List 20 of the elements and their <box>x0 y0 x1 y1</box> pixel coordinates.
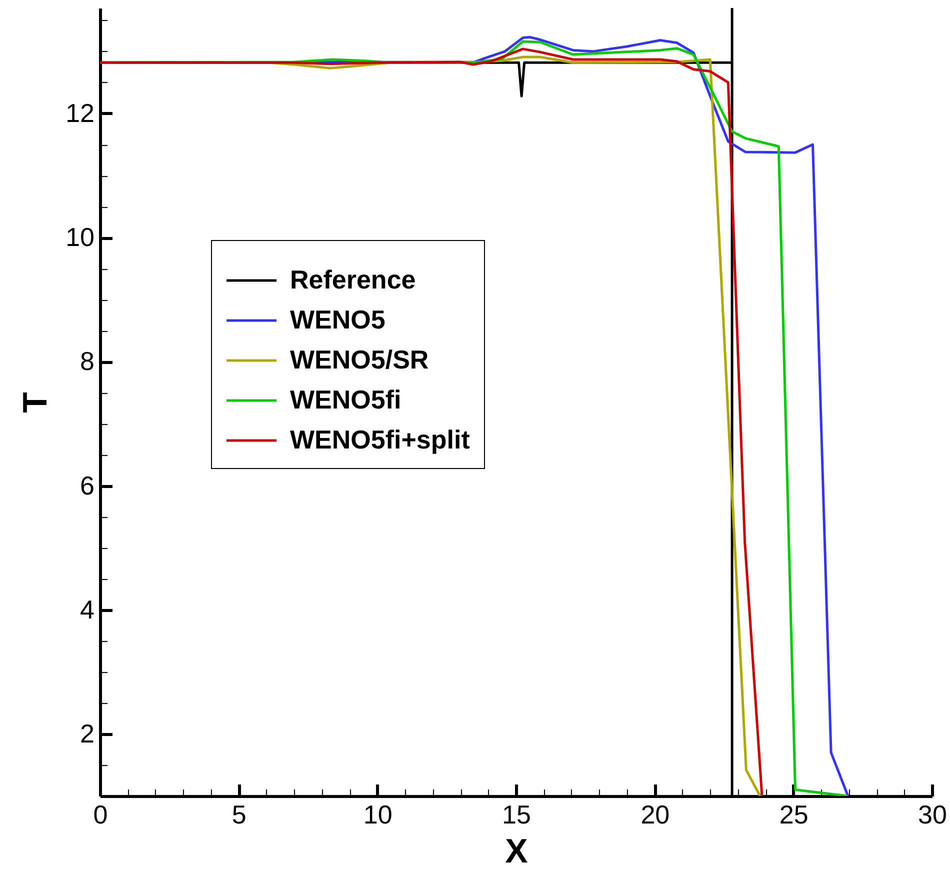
x-tick-label: 25 <box>779 800 808 830</box>
y-tick-label: 10 <box>66 222 94 252</box>
y-tick-label: 4 <box>80 594 94 624</box>
legend-label: WENO5fi <box>290 384 402 414</box>
x-tick-label: 10 <box>363 800 392 830</box>
legend-label: Reference <box>290 264 416 294</box>
legend-label: WENO5/SR <box>290 344 429 374</box>
legend-label: WENO5fi+split <box>290 424 470 454</box>
y-tick-label: 12 <box>66 98 94 128</box>
x-tick-label: 0 <box>93 800 108 830</box>
y-tick-label: 8 <box>80 346 94 376</box>
y-axis-title: T <box>16 392 55 413</box>
y-tick-label: 2 <box>80 718 94 748</box>
x-tick-label: 30 <box>918 800 947 830</box>
x-tick-label: 15 <box>502 800 531 830</box>
x-tick-label: 5 <box>232 800 246 830</box>
legend-label: WENO5 <box>290 304 386 334</box>
x-tick-label: 20 <box>640 800 670 830</box>
y-tick-label: 6 <box>80 470 94 500</box>
x-axis-title: X <box>505 832 528 869</box>
